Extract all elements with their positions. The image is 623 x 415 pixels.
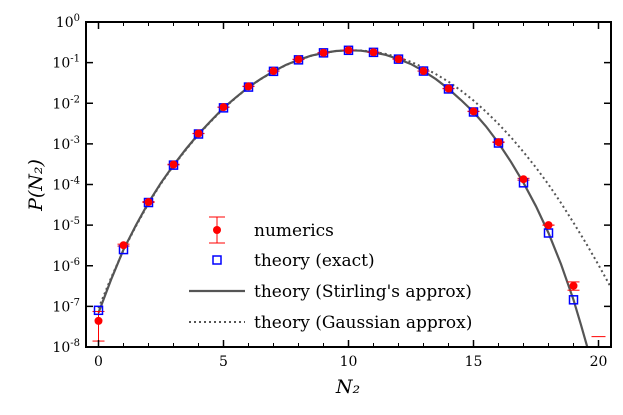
numerics-marker [94,316,103,325]
y-tick-label: 10-4 [52,176,80,194]
plot-area [92,45,611,347]
theory-exact-marker [93,305,104,316]
y-tick-label: 10-7 [52,297,80,315]
y-tick-label: 10-6 [52,257,80,275]
y-tick-label: 100 [56,13,80,31]
numerics-marker [569,281,578,290]
numerics-marker [244,82,253,91]
series-line-gaussian [97,49,611,309]
numerics-marker [269,67,278,76]
numerics-marker [419,67,428,76]
legend-numerics-marker [213,226,221,234]
theory-exact-marker [568,295,579,305]
numerics-marker [494,138,503,147]
series-line-stirling [97,49,589,347]
numerics-marker [319,48,328,57]
numerics-marker [369,48,378,57]
x-tick-label: 15 [465,354,483,370]
legend-label: theory (Gaussian approx) [254,313,472,333]
y-tick-label: 10-8 [52,338,80,356]
y-tick-label: 10-5 [52,216,80,234]
x-tick-label: 0 [94,354,103,370]
legend-label: theory (exact) [254,251,375,271]
numerics-marker [194,129,203,138]
legend: numerics theory (exact) theory (Stirling's… [189,216,472,333]
series-lines [97,49,611,347]
y-tick-label: 10-2 [52,94,80,112]
numerics-marker [444,84,453,93]
legend-label: numerics [254,221,334,241]
numerics-marker [169,160,178,169]
numerics-marker [119,241,128,250]
numerics-marker [394,55,403,64]
y-tick-label: 10-1 [52,54,80,72]
markers [93,45,579,325]
numerics-marker [344,46,353,55]
numerics-marker [519,175,528,184]
numerics-marker [219,103,228,112]
axis-ticks [86,21,611,348]
tick-labels: 0 5 10 15 20 100 10-1 10-2 10-3 10-4 10-5 10-6 10-7 1… [52,13,607,370]
numerics-marker [144,198,153,207]
x-tick-label: 20 [590,354,608,370]
numerics-marker [544,221,553,230]
numerics-marker [294,55,303,64]
numerics-marker [469,107,478,116]
legend-label: theory (Stirling's approx) [254,282,472,302]
legend-theory-exact-marker [212,255,222,265]
y-tick-label: 10-3 [52,135,80,153]
y-axis-label: P(N₂) [25,159,47,212]
x-tick-label: 5 [219,354,228,370]
x-tick-label: 10 [340,354,358,370]
x-axis-label: N₂ [335,376,360,398]
